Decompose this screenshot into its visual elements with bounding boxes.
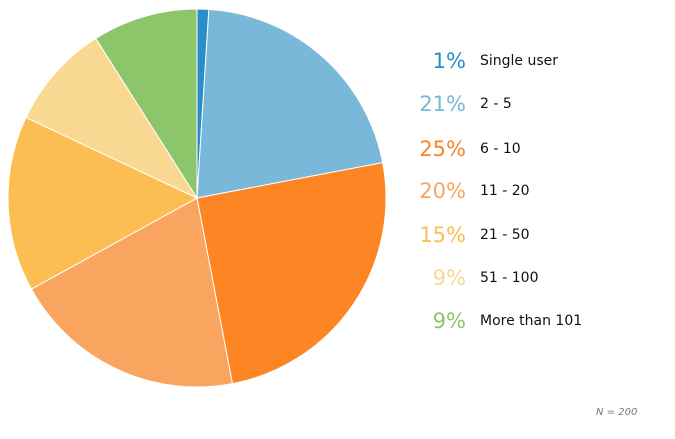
pie-slice-21-50 <box>7 116 199 290</box>
legend-label: Single user <box>480 53 559 69</box>
legend-percent: 15% <box>419 223 466 247</box>
pie-slice-2-5 <box>196 8 384 199</box>
legend-percent: 1% <box>432 49 466 73</box>
legend-label: 11 - 20 <box>480 183 530 199</box>
legend-item-6-10: 25% 6 - 10 <box>400 134 521 164</box>
legend-percent: 25% <box>419 137 466 161</box>
legend-percent: 21% <box>419 92 466 116</box>
legend-percent: 9% <box>432 266 466 290</box>
legend-percent: 9% <box>432 309 466 333</box>
legend-label: More than 101 <box>480 313 583 329</box>
pie-slice-11-20 <box>30 197 233 388</box>
legend-label: 21 - 50 <box>480 227 530 243</box>
pie-plot-area <box>7 8 387 388</box>
legend-percent: 20% <box>419 179 466 203</box>
legend-item-11-20: 20% 11 - 20 <box>400 176 530 206</box>
legend-item-21-50: 15% 21 - 50 <box>400 220 530 250</box>
pie-slice-more-than-101 <box>95 8 198 200</box>
legend-item-51-100: 9% 51 - 100 <box>400 263 539 293</box>
legend-label: 2 - 5 <box>480 96 512 112</box>
legend-item-single-user: 1% Single user <box>400 46 558 76</box>
legend-item-more-than-101: 9% More than 101 <box>400 306 582 336</box>
pie-slice-6-10 <box>196 162 387 385</box>
legend-label: 51 - 100 <box>480 270 539 286</box>
legend-label: 6 - 10 <box>480 141 521 157</box>
pie-slice-51-100 <box>25 37 199 200</box>
sample-size-note: N = 200 <box>596 407 638 418</box>
legend-item-2-5: 21% 2 - 5 <box>400 89 512 119</box>
